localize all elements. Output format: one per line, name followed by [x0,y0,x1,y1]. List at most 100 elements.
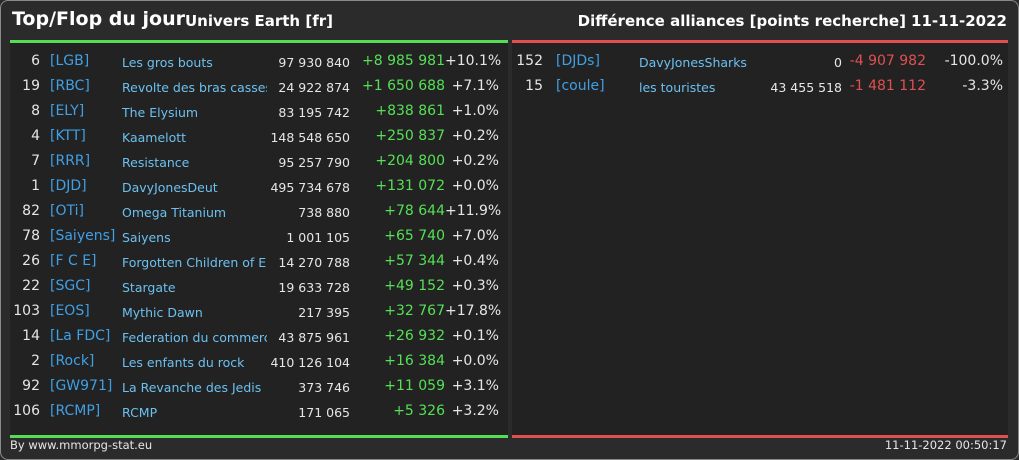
alliance-tag-link[interactable]: [F C E] [50,253,97,269]
universe-label: Univers Earth [fr] [185,12,333,30]
points-difference: +131 072 [375,178,445,194]
points-difference: +65 740 [384,228,445,244]
alliance-points: 14 270 788 [278,255,350,270]
alliance-name-link[interactable]: Stargate [122,280,176,295]
alliance-points: 217 395 [298,305,350,320]
alliance-rank: 78 [22,228,40,244]
alliance-name-link[interactable]: RCMP [122,405,158,420]
page-title: Top/Flop du jour [12,8,185,30]
alliance-row: 7 [RRR] Resistance 95 257 790 +204 800 +0.2% [10,149,508,174]
alliance-tag-link[interactable]: [coule] [556,78,605,94]
alliance-rank: 2 [31,353,40,369]
alliance-tag-link[interactable]: [Rock] [50,353,95,369]
alliance-rank: 106 [13,403,40,419]
alliance-name-link[interactable]: DavyJonesSharks [639,55,747,70]
alliance-name-link[interactable]: Revolte des bras casses [122,80,267,95]
percent-change: +11.9% [445,203,502,219]
alliance-tag-link[interactable]: [RBC] [50,78,90,94]
ranking-subtitle: Différence alliances [points recherche] [577,12,906,30]
alliance-rank: 1 [31,178,40,194]
alliance-tag-link[interactable]: [KTT] [50,128,86,144]
alliance-points: 1 001 105 [286,230,350,245]
points-difference: -1 481 112 [849,78,926,94]
alliance-tag-link[interactable]: [RRR] [50,153,91,169]
alliance-tag-link[interactable]: [Saiyens] [50,228,116,244]
alliance-rank: 26 [22,253,40,269]
points-difference: +11 059 [384,378,445,394]
alliance-row: 6 [LGB] Les gros bouts 97 930 840 +8 985 981… [10,49,508,74]
alliance-row: 8 [ELY] The Elysium 83 195 742 +838 861 +1.0% [10,99,508,124]
alliance-tag-link[interactable]: [RCMP] [50,403,101,419]
source-credit: By www.mmorpg-stat.eu [10,438,153,452]
alliance-name-link[interactable]: les touristes [639,80,716,95]
percent-change: +0.3% [451,278,499,294]
alliance-points: 148 548 650 [270,130,350,145]
alliance-name-link[interactable]: Forgotten Children of Enki [122,255,267,270]
alliance-row: 82 [OTi] Omega Titanium 738 880 +78 644 +11.9… [10,199,508,224]
points-difference: -4 907 982 [849,53,926,69]
percent-change: +0.1% [451,328,499,344]
points-difference: +5 326 [393,403,445,419]
alliance-tag-link[interactable]: [SGC] [50,278,91,294]
alliance-points: 24 922 874 [278,80,350,95]
alliance-points: 495 734 678 [270,180,350,195]
alliance-row: 26 [F C E] Forgotten Children of Enki 14 27… [10,249,508,274]
alliance-name-link[interactable]: Les enfants du rock [122,355,245,370]
points-difference: +204 800 [375,153,445,169]
alliance-name-link[interactable]: Mythic Dawn [122,305,203,320]
alliance-row: 14 [La FDC] Federation du commerce 43 875 9… [10,324,508,349]
alliance-points: 43 875 961 [278,330,350,345]
alliance-tag-link[interactable]: [OTi] [50,203,84,219]
points-difference: +838 861 [375,103,445,119]
alliance-rank: 22 [22,278,40,294]
alliance-rank: 4 [31,128,40,144]
alliance-tag-link[interactable]: [ELY] [50,103,85,119]
alliance-points: 97 930 840 [278,55,350,70]
alliance-name-link[interactable]: Federation du commerce [122,330,267,345]
alliance-name-link[interactable]: DavyJonesDeut [122,180,218,195]
points-difference: +26 932 [384,328,445,344]
alliance-row: 1 [DJD] DavyJonesDeut 495 734 678 +131 072 +0… [10,174,508,199]
alliance-rank: 92 [22,378,40,394]
alliance-points: 43 455 518 [770,80,842,95]
alliance-row: 4 [KTT] Kaamelott 148 548 650 +250 837 +0.2% [10,124,508,149]
alliance-name-link[interactable]: The Elysium [122,105,199,120]
alliance-tag-link[interactable]: [DJD] [50,178,87,194]
alliance-row: 152 [DJDs] DavyJonesSharks 0 -4 907 982 -100.… [512,49,1008,74]
alliance-rank: 82 [22,203,40,219]
alliance-row: 78 [Saiyens] Saiyens 1 001 105 +65 740 +7.0% [10,224,508,249]
percent-change: +0.4% [451,253,499,269]
alliance-tag-link[interactable]: [GW971] [50,378,113,394]
alliance-rank: 8 [31,103,40,119]
alliance-name-link[interactable]: Omega Titanium [122,205,227,220]
alliance-tag-link[interactable]: [EOS] [50,303,90,319]
percent-change: +7.0% [451,228,499,244]
alliance-row: 103 [EOS] Mythic Dawn 217 395 +32 767 +17.8% [10,299,508,324]
points-difference: +250 837 [375,128,445,144]
alliance-tag-link[interactable]: [DJDs] [556,53,600,69]
header: Top/Flop du jour Univers Earth [fr] Diff… [0,0,1019,40]
percent-change: +3.2% [451,403,499,419]
alliance-name-link[interactable]: Les gros bouts [122,55,213,70]
alliance-row: 106 [RCMP] RCMP 171 065 +5 326 +3.2% [10,399,508,424]
alliance-points: 410 126 104 [270,355,350,370]
alliance-tag-link[interactable]: [LGB] [50,53,90,69]
alliance-name-link[interactable]: Saiyens [122,230,171,245]
alliance-points: 0 [834,55,842,70]
alliance-row: 22 [SGC] Stargate 19 633 728 +49 152 +0.3% [10,274,508,299]
alliance-name-link[interactable]: Resistance [122,155,190,170]
points-difference: +57 344 [384,253,445,269]
alliance-points: 738 880 [298,205,350,220]
percent-change: +17.8% [445,303,502,319]
percent-change: +10.1% [445,53,502,69]
alliance-name-link[interactable]: Kaamelott [122,130,187,145]
points-difference: +8 985 981 [362,53,445,69]
alliance-tag-link[interactable]: [La FDC] [50,328,111,344]
generated-timestamp: 11-11-2022 00:50:17 [884,438,1007,452]
alliance-rank: 7 [31,153,40,169]
percent-change: -3.3% [962,78,1003,94]
percent-change: +3.1% [451,378,499,394]
alliance-name-link[interactable]: La Revanche des Jedis [122,380,262,395]
alliance-row: 92 [GW971] La Revanche des Jedis 373 746 +11… [10,374,508,399]
percent-change: +1.0% [451,103,499,119]
